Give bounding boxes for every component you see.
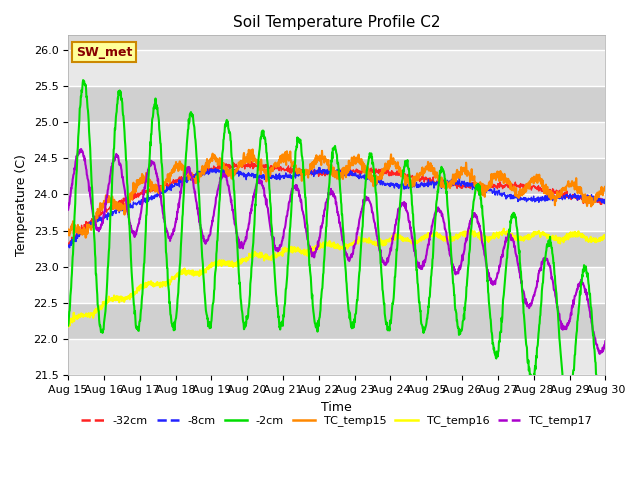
Bar [68, 158, 605, 194]
Bar [68, 267, 605, 303]
Bar [68, 194, 605, 230]
Text: SW_met: SW_met [76, 46, 132, 59]
X-axis label: Time: Time [321, 400, 352, 413]
Bar [68, 303, 605, 339]
Bar [68, 50, 605, 86]
Bar [68, 122, 605, 158]
Bar [68, 339, 605, 375]
Legend: -32cm, -8cm, -2cm, TC_temp15, TC_temp16, TC_temp17: -32cm, -8cm, -2cm, TC_temp15, TC_temp16,… [77, 411, 596, 431]
Y-axis label: Temperature (C): Temperature (C) [15, 155, 28, 256]
Bar [68, 230, 605, 267]
Title: Soil Temperature Profile C2: Soil Temperature Profile C2 [233, 15, 440, 30]
Bar [68, 86, 605, 122]
